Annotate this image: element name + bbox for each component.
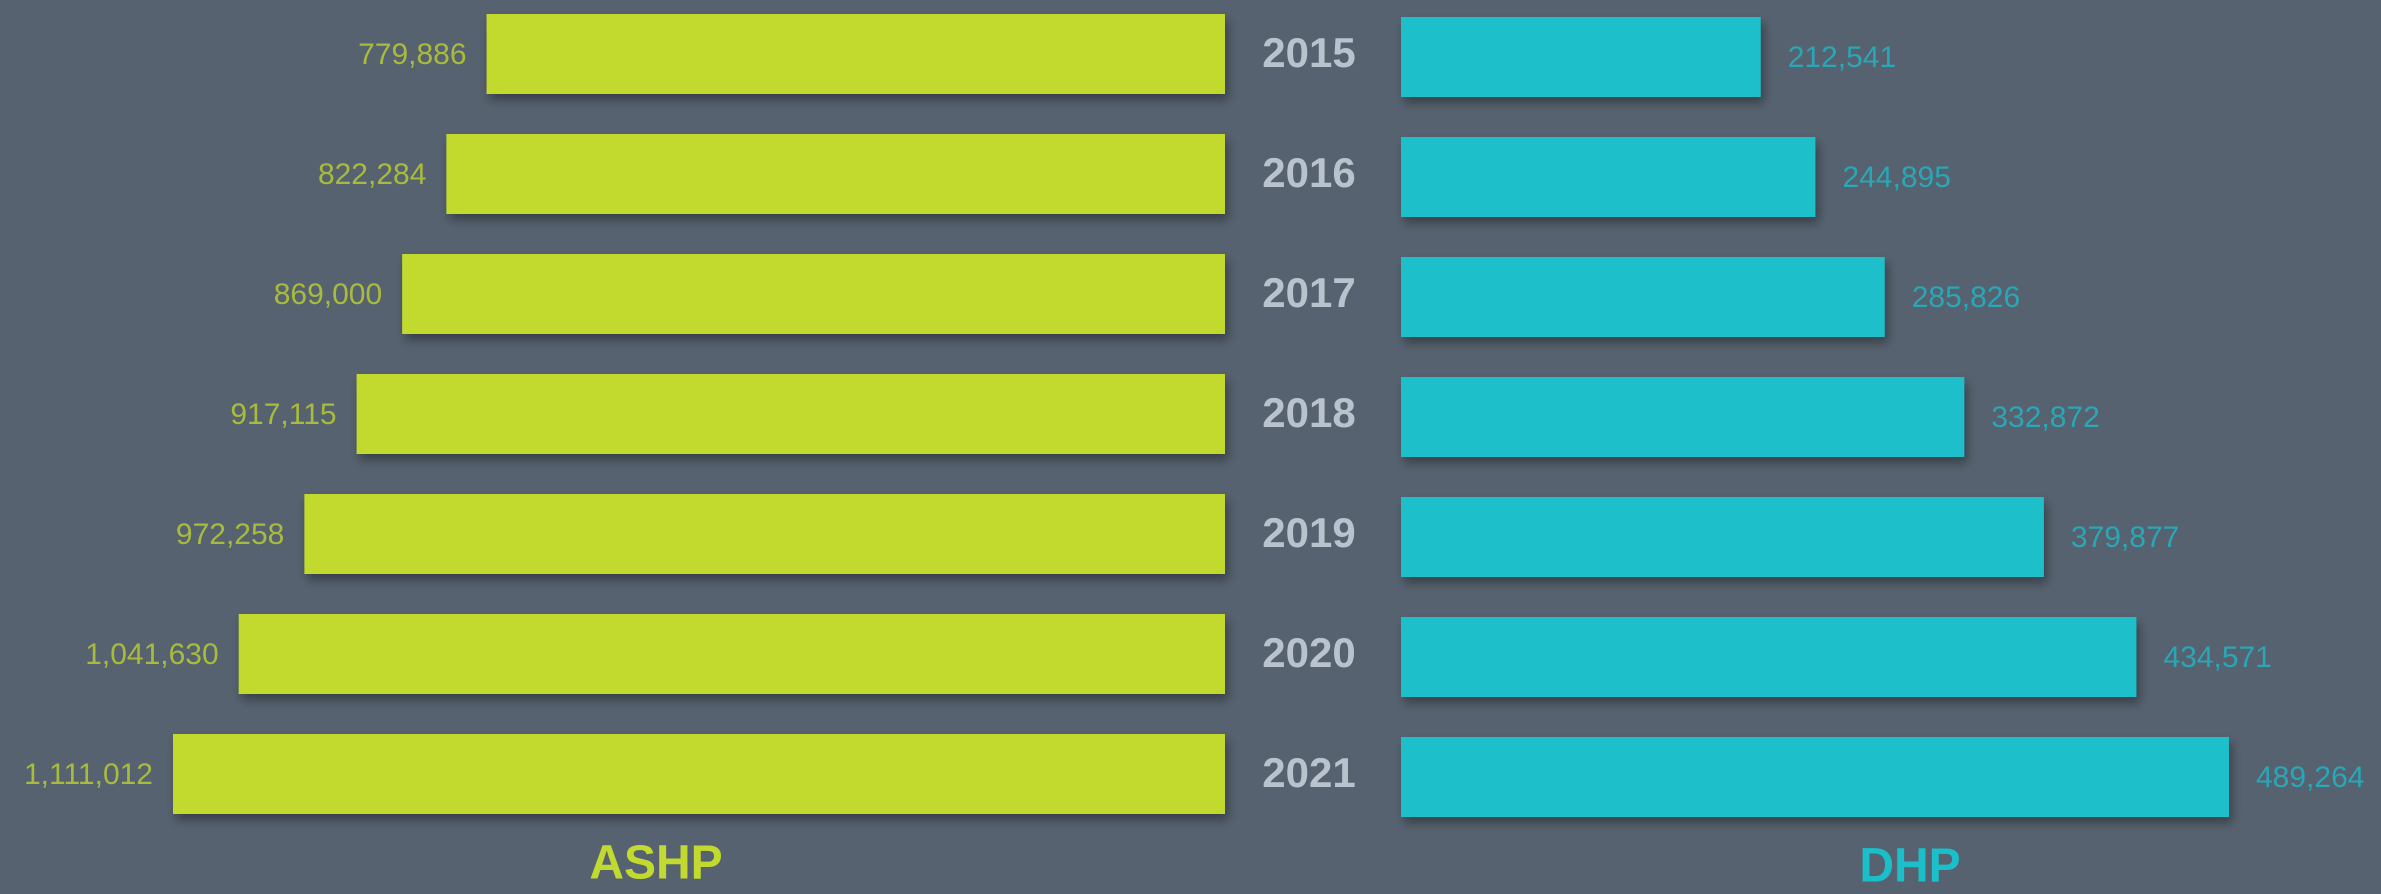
- value-label: 917,115: [230, 398, 336, 431]
- year-label: 2017: [1262, 269, 1355, 316]
- bar: [1401, 17, 1761, 97]
- bar: [1401, 137, 1816, 217]
- value-label: 972,258: [176, 518, 284, 551]
- year-label: 2018: [1262, 389, 1355, 436]
- series-name: DHP: [1859, 840, 1960, 893]
- bar: [304, 494, 1225, 574]
- value-label: 779,886: [358, 38, 466, 71]
- value-label: 1,111,012: [24, 758, 153, 791]
- bar: [1401, 617, 2137, 697]
- bar: [1401, 377, 1965, 457]
- year-label: 2020: [1262, 629, 1355, 676]
- bar: [356, 374, 1226, 454]
- value-label: 244,895: [1842, 161, 1950, 194]
- value-label: 212,541: [1788, 41, 1896, 74]
- bar: [173, 734, 1225, 814]
- value-label: 379,877: [2071, 521, 2179, 554]
- year-label: 2016: [1262, 149, 1355, 196]
- bar: [402, 254, 1225, 334]
- value-label: 822,284: [318, 158, 426, 191]
- value-label: 285,826: [1912, 281, 2020, 314]
- bar: [1401, 497, 2044, 577]
- bar: [486, 14, 1225, 94]
- bar: [446, 134, 1225, 214]
- bar: [238, 614, 1226, 694]
- year-label: 2015: [1262, 29, 1355, 76]
- bar: [1401, 257, 1885, 337]
- year-label: 2019: [1262, 509, 1355, 556]
- value-label: 332,872: [1991, 401, 2099, 434]
- value-label: 489,264: [2256, 761, 2364, 794]
- year-label: 2021: [1262, 749, 1355, 796]
- value-label: 1,041,630: [85, 638, 218, 671]
- value-label: 434,571: [2163, 641, 2271, 674]
- series-name: ASHP: [589, 837, 722, 890]
- bar: [1401, 737, 2229, 817]
- value-label: 869,000: [274, 278, 382, 311]
